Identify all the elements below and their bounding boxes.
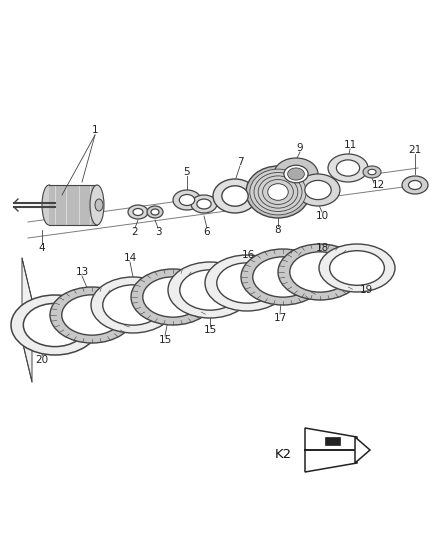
Text: 8: 8 [275, 225, 281, 235]
Ellipse shape [133, 208, 143, 215]
Text: 4: 4 [39, 243, 45, 253]
Ellipse shape [131, 269, 215, 325]
Ellipse shape [197, 199, 211, 209]
Text: 19: 19 [359, 285, 373, 295]
Text: 14: 14 [124, 253, 137, 263]
Ellipse shape [179, 195, 195, 206]
Polygon shape [305, 428, 357, 472]
Ellipse shape [191, 195, 217, 213]
Ellipse shape [368, 169, 376, 175]
Text: 17: 17 [273, 313, 286, 323]
Text: 7: 7 [237, 157, 244, 167]
Ellipse shape [296, 174, 340, 206]
Ellipse shape [147, 206, 163, 218]
Text: 10: 10 [315, 211, 328, 221]
Text: 15: 15 [203, 325, 217, 335]
Ellipse shape [173, 190, 201, 210]
Polygon shape [325, 437, 340, 445]
Text: 3: 3 [155, 227, 161, 237]
Bar [49, 185, 97, 225]
Ellipse shape [284, 165, 308, 183]
Ellipse shape [143, 277, 203, 317]
Polygon shape [355, 437, 370, 463]
Ellipse shape [91, 277, 175, 333]
Ellipse shape [258, 176, 298, 208]
Ellipse shape [168, 262, 252, 318]
Text: 16: 16 [241, 250, 254, 260]
Ellipse shape [222, 186, 248, 206]
Text: 11: 11 [343, 140, 357, 150]
Ellipse shape [274, 158, 318, 190]
Ellipse shape [328, 154, 368, 182]
Ellipse shape [205, 255, 289, 311]
Text: 18: 18 [315, 243, 328, 253]
Ellipse shape [213, 179, 257, 213]
Text: 20: 20 [35, 355, 49, 365]
Ellipse shape [90, 185, 104, 225]
Ellipse shape [336, 160, 360, 176]
Text: 2: 2 [132, 227, 138, 237]
Ellipse shape [62, 295, 122, 335]
Ellipse shape [250, 169, 306, 215]
Ellipse shape [288, 168, 304, 180]
Ellipse shape [42, 185, 56, 225]
Ellipse shape [241, 249, 325, 305]
Ellipse shape [23, 303, 87, 346]
Text: 13: 13 [75, 267, 88, 277]
Text: 21: 21 [408, 145, 422, 155]
Ellipse shape [263, 180, 293, 205]
Ellipse shape [363, 166, 381, 178]
Ellipse shape [409, 181, 421, 190]
Ellipse shape [290, 252, 350, 292]
Text: 1: 1 [92, 125, 98, 135]
Ellipse shape [246, 166, 310, 218]
Ellipse shape [254, 173, 302, 212]
Text: 15: 15 [159, 335, 172, 345]
Ellipse shape [268, 184, 288, 200]
Ellipse shape [330, 251, 385, 285]
Polygon shape [22, 258, 32, 382]
Ellipse shape [95, 199, 103, 211]
Ellipse shape [278, 244, 362, 300]
Ellipse shape [305, 180, 331, 199]
Ellipse shape [103, 285, 163, 325]
Ellipse shape [151, 209, 159, 215]
Text: K2: K2 [275, 448, 292, 462]
Ellipse shape [253, 257, 313, 297]
Text: 5: 5 [184, 167, 191, 177]
Ellipse shape [128, 205, 148, 219]
Ellipse shape [180, 270, 240, 310]
Ellipse shape [50, 287, 134, 343]
Text: 9: 9 [297, 143, 303, 153]
Ellipse shape [402, 176, 428, 194]
Text: 6: 6 [204, 227, 210, 237]
Ellipse shape [319, 244, 395, 292]
Text: 12: 12 [371, 180, 385, 190]
Ellipse shape [217, 263, 277, 303]
Ellipse shape [11, 295, 99, 355]
